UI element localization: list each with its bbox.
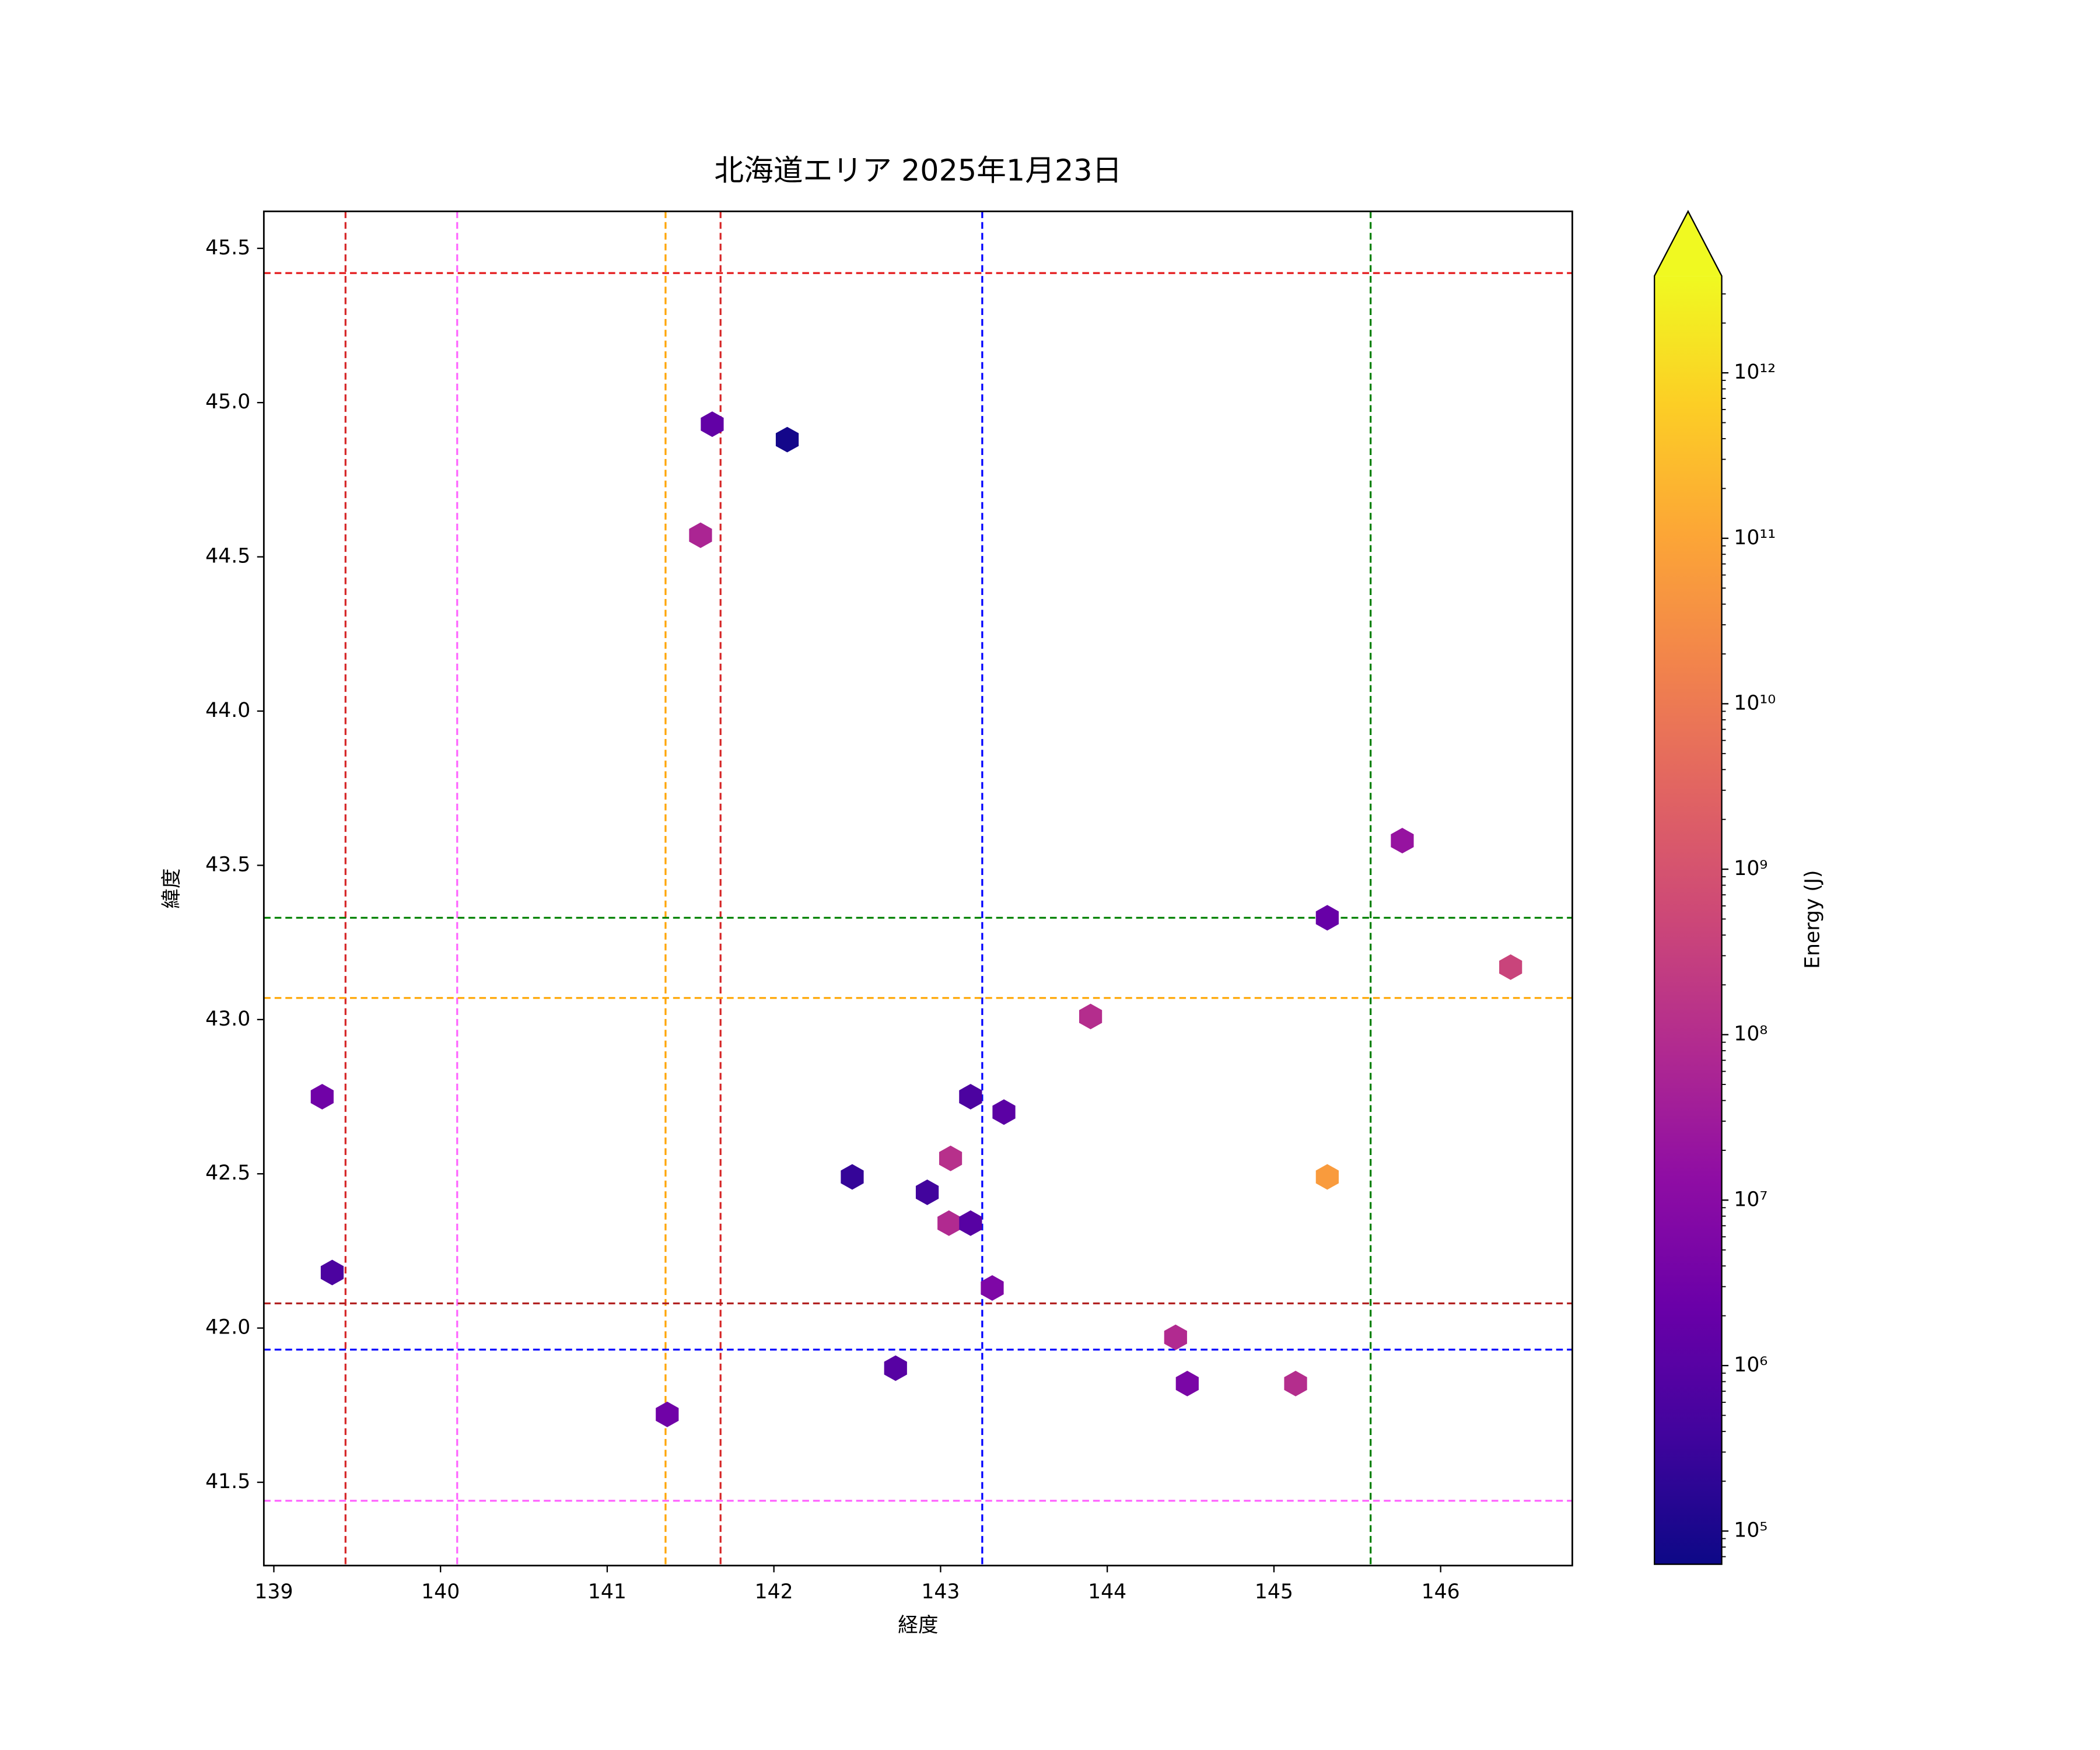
y-axis-label: 緯度 [160, 868, 183, 908]
x-tick-label: 139 [254, 1580, 293, 1604]
hexbin-cell [1284, 1370, 1307, 1396]
colorbar-frame [1653, 209, 1723, 1565]
colorbar-tick-label: 10⁶ [1734, 1353, 1768, 1377]
hexbin-cell [841, 1164, 864, 1190]
x-tick-label: 146 [1422, 1580, 1460, 1604]
y-tick-label: 41.5 [205, 1470, 250, 1493]
hexbin-cell [320, 1259, 344, 1286]
hexbin-cell [884, 1355, 907, 1381]
hexbin-cell [656, 1401, 679, 1427]
x-tick-label: 140 [421, 1580, 460, 1604]
hexbin-cell [689, 522, 712, 548]
colorbar-extend [1654, 211, 1722, 276]
y-tick-label: 44.0 [205, 699, 250, 722]
y-tick-label: 42.5 [205, 1161, 250, 1185]
hexbin-cell [701, 411, 724, 438]
y-tick-label: 43.0 [205, 1007, 250, 1031]
chart-title: 北海道エリア 2025年1月23日 [714, 153, 1122, 187]
y-tick-label: 45.0 [205, 390, 250, 414]
x-tick-label: 142 [755, 1580, 793, 1604]
hexbin-cell [1079, 1003, 1102, 1030]
hexbin-cell [939, 1145, 963, 1171]
colorbar-tick-label: 10⁵ [1734, 1519, 1768, 1542]
y-tick-label: 42.0 [205, 1316, 250, 1339]
colorbar-tick-label: 10¹² [1734, 360, 1776, 384]
hexbin-cell [1315, 1164, 1339, 1190]
colorbar-tick-label: 10¹⁰ [1734, 691, 1776, 715]
colorbar [1654, 276, 1722, 1564]
hexbin-cell [959, 1210, 982, 1236]
hexbin-cell [1315, 905, 1339, 931]
x-tick-label: 145 [1255, 1580, 1293, 1604]
hexbin-cell [310, 1084, 334, 1110]
hexbin-cell [775, 426, 799, 453]
y-tick-label: 44.5 [205, 545, 250, 568]
y-tick-label: 43.5 [205, 853, 250, 876]
x-tick-label: 141 [588, 1580, 626, 1604]
hexbin-cell [1391, 828, 1414, 854]
x-axis-label: 経度 [898, 1614, 938, 1637]
hexbin-cell [915, 1180, 939, 1205]
hexbin-cell [981, 1275, 1004, 1301]
colorbar-label: Energy (J) [1801, 870, 1824, 968]
colorbar-tick-label: 10¹¹ [1734, 526, 1776, 550]
hexbin-cell [1499, 954, 1522, 980]
x-tick-label: 144 [1088, 1580, 1126, 1604]
hexbin-cell [1175, 1370, 1199, 1396]
x-tick-label: 143 [921, 1580, 960, 1604]
hexbin-cell [992, 1099, 1016, 1125]
y-tick-label: 45.5 [205, 236, 250, 260]
hexbin-cell [959, 1084, 982, 1110]
hexbin-cell [937, 1210, 961, 1236]
hexbin-cell [1164, 1324, 1187, 1350]
plot-frame [262, 210, 1573, 1567]
colorbar-tick-label: 10⁷ [1734, 1188, 1768, 1211]
colorbar-tick-label: 10⁹ [1734, 857, 1768, 880]
colorbar-tick-label: 10⁸ [1734, 1023, 1768, 1046]
